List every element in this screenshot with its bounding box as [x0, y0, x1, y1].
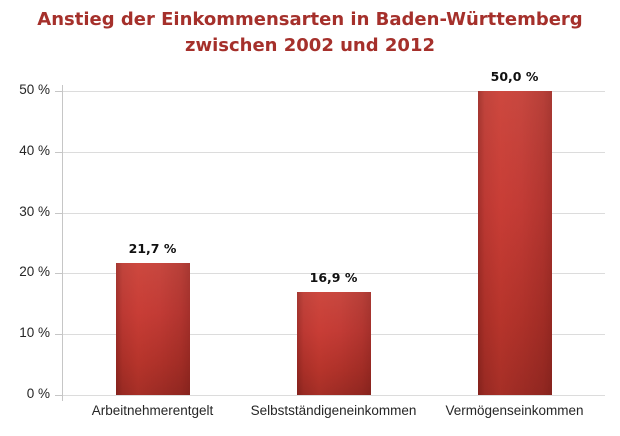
- bar: [477, 91, 552, 395]
- bar-value-label: 21,7 %: [128, 241, 177, 257]
- y-axis-tick: [55, 212, 63, 214]
- y-tick-label: 10 %: [19, 325, 50, 341]
- gridline: [62, 91, 605, 92]
- y-tick-label: 50 %: [19, 82, 50, 97]
- y-axis-line: [62, 85, 63, 401]
- y-axis-tick: [55, 395, 63, 396]
- gridline: [62, 273, 605, 275]
- y-axis-tick: [55, 334, 63, 336]
- y-axis-tick: [55, 273, 63, 275]
- bar-value-label: 50,0 %: [490, 69, 539, 84]
- gridline: [62, 395, 605, 396]
- chart-title-line1: Anstieg der Einkommensarten in Baden-Wür…: [37, 9, 583, 30]
- bar: [115, 263, 190, 395]
- gridline: [62, 212, 605, 214]
- y-tick-label: 30 %: [19, 203, 50, 219]
- y-tick-label: 20 %: [19, 264, 50, 280]
- y-tick-label: 40 %: [19, 142, 50, 158]
- y-tick-label: 0 %: [26, 386, 50, 401]
- chart-title: Anstieg der Einkommensarten in Baden-Wür…: [0, 7, 620, 59]
- gridline: [62, 151, 605, 153]
- x-axis-label: Arbeitnehmerentgelt: [91, 403, 214, 418]
- bar: [296, 292, 371, 395]
- x-axis-label: Selbstständigeneinkommen: [250, 403, 417, 418]
- y-axis-tick: [55, 151, 63, 153]
- x-axis-label: Vermögenseinkommen: [445, 403, 584, 418]
- y-axis-tick: [55, 91, 63, 92]
- bar-value-label: 16,9 %: [309, 270, 358, 286]
- chart-title-line2: zwischen 2002 und 2012: [184, 35, 435, 56]
